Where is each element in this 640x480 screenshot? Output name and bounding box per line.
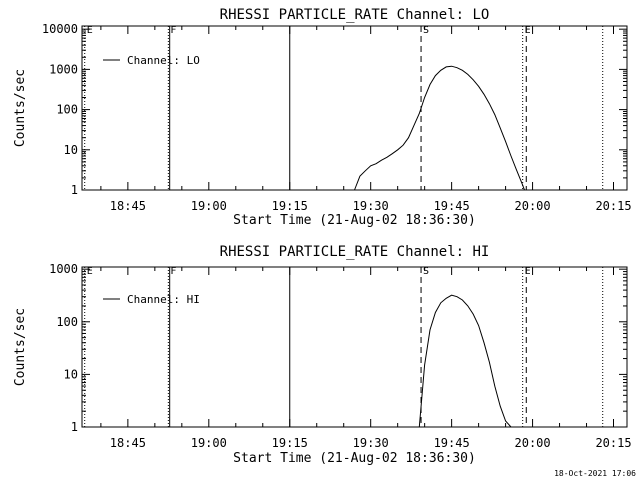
x-tick-label: 20:00 — [515, 436, 551, 450]
x-tick-label: 18:45 — [110, 199, 146, 213]
y-tick-label: 10 — [64, 143, 78, 157]
x-tick-label: 19:00 — [191, 436, 227, 450]
x-tick-label: 19:45 — [434, 436, 470, 450]
vertical-marker-label: F — [170, 266, 176, 277]
x-tick-label: 19:30 — [353, 436, 389, 450]
generation-timestamp: 18-Oct-2021 17:06 — [554, 469, 636, 478]
vertical-marker-label: E — [87, 266, 93, 277]
series-line-1 — [354, 65, 525, 191]
vertical-marker-label: E — [87, 25, 93, 36]
vertical-marker-label: F — [170, 25, 176, 36]
series-line-1 — [418, 294, 512, 428]
y-tick-label: 1 — [71, 420, 78, 434]
x-tick-label: 20:15 — [595, 199, 631, 213]
x-axis-label: Start Time (21-Aug-02 18:36:30) — [233, 451, 476, 466]
plot-frame — [81, 25, 628, 191]
x-tick-label: 19:15 — [272, 199, 308, 213]
x-tick-label: 20:15 — [595, 436, 631, 450]
chart-panel-1: RHESSI PARTICLE_RATE Channel: LO 18:45 19:… — [13, 7, 632, 228]
y-tick-label: 100 — [56, 103, 78, 117]
y-tick-label: 1000 — [49, 62, 78, 76]
x-tick-label: 19:45 — [434, 199, 470, 213]
x-axis-label: Start Time (21-Aug-02 18:36:30) — [233, 213, 476, 228]
vertical-marker-label: E — [525, 25, 531, 36]
legend: Channel: HI — [103, 293, 200, 306]
chart-panel-2: RHESSI PARTICLE_RATE Channel: HI 18:45 19:… — [13, 244, 632, 466]
y-axis-label: Counts/sec — [13, 69, 28, 147]
chart-title: RHESSI PARTICLE_RATE Channel: HI — [220, 244, 490, 260]
y-tick-label: 10000 — [42, 22, 78, 36]
y-tick-label: 100 — [56, 315, 78, 329]
x-tick-label: 19:00 — [191, 199, 227, 213]
y-tick-label: 1 — [71, 183, 78, 197]
x-tick-label: 18:45 — [110, 436, 146, 450]
legend-label: Channel: HI — [127, 293, 200, 306]
x-tick-label: 19:15 — [272, 436, 308, 450]
x-tick-label: 20:00 — [515, 199, 551, 213]
y-tick-label: 10 — [64, 367, 78, 381]
y-axis-label: Counts/sec — [13, 308, 28, 386]
legend: Channel: LO — [103, 54, 200, 67]
vertical-marker-label: S — [423, 25, 429, 36]
vertical-marker-label: S — [423, 266, 429, 277]
legend-label: Channel: LO — [127, 54, 200, 67]
chart-title: RHESSI PARTICLE_RATE Channel: LO — [220, 7, 490, 23]
x-tick-label: 19:30 — [353, 199, 389, 213]
plot-frame — [81, 266, 628, 428]
y-tick-label: 1000 — [49, 262, 78, 276]
vertical-marker-label: E — [525, 266, 531, 277]
